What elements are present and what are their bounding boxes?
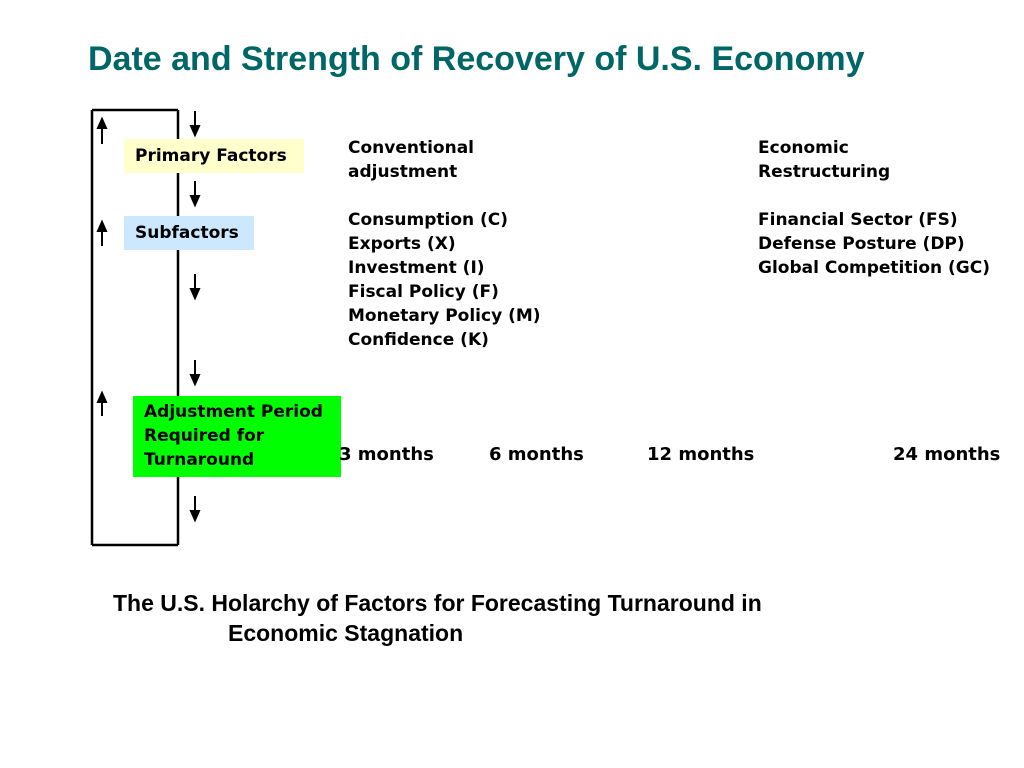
subfactor-item: Investment (I) [348, 258, 485, 278]
up-arrow-icon [96, 219, 108, 246]
down-arrow-icon [189, 360, 201, 387]
economic-subfactors-list: Financial Sector (FS) Defense Posture (D… [758, 208, 990, 280]
subfactor-item: Exports (X) [348, 234, 456, 254]
down-arrow-icon [189, 274, 201, 301]
period-12-months: 12 months [647, 444, 755, 465]
caption-line: Economic Stagnation [228, 620, 464, 646]
period-24-months: 24 months [893, 444, 1001, 465]
subfactor-item: Financial Sector (FS) [758, 210, 958, 230]
economic-restructuring-label: Economic Restructuring [758, 136, 890, 184]
up-arrow-icon [96, 390, 108, 416]
adjustment-period-box: Adjustment Period Required for Turnaroun… [133, 396, 341, 477]
conventional-adjustment-label: Conventional adjustment [348, 136, 474, 184]
adjustment-box-line: Adjustment Period [144, 402, 323, 422]
subfactor-item: Consumption (C) [348, 210, 509, 230]
down-arrow-icon [189, 111, 201, 138]
adjustment-box-line: Required for [144, 426, 265, 446]
adjustment-box-line: Turnaround [144, 450, 255, 470]
subfactor-item: Global Competition (GC) [758, 258, 990, 278]
label-line: adjustment [348, 162, 458, 182]
caption-line: The U.S. Holarchy of Factors for Forecas… [113, 590, 762, 616]
label-line: Conventional [348, 138, 475, 158]
label-line: Economic [758, 138, 849, 158]
subfactor-item: Monetary Policy (M) [348, 306, 541, 326]
figure-caption: The U.S. Holarchy of Factors for Forecas… [113, 588, 762, 648]
subfactor-item: Fiscal Policy (F) [348, 282, 499, 302]
up-arrow-icon [96, 116, 108, 144]
conventional-subfactors-list: Consumption (C) Exports (X) Investment (… [348, 208, 541, 352]
subfactors-box: Subfactors [124, 216, 254, 250]
down-arrow-icon [189, 181, 201, 208]
down-arrow-icon [189, 496, 201, 523]
subfactor-item: Defense Posture (DP) [758, 234, 965, 254]
period-3-months: 3 months [339, 444, 434, 465]
period-6-months: 6 months [489, 444, 584, 465]
subfactor-item: Confidence (K) [348, 330, 489, 350]
primary-factors-box: Primary Factors [124, 139, 304, 173]
slide-title: Date and Strength of Recovery of U.S. Ec… [88, 40, 865, 78]
label-line: Restructuring [758, 162, 891, 182]
